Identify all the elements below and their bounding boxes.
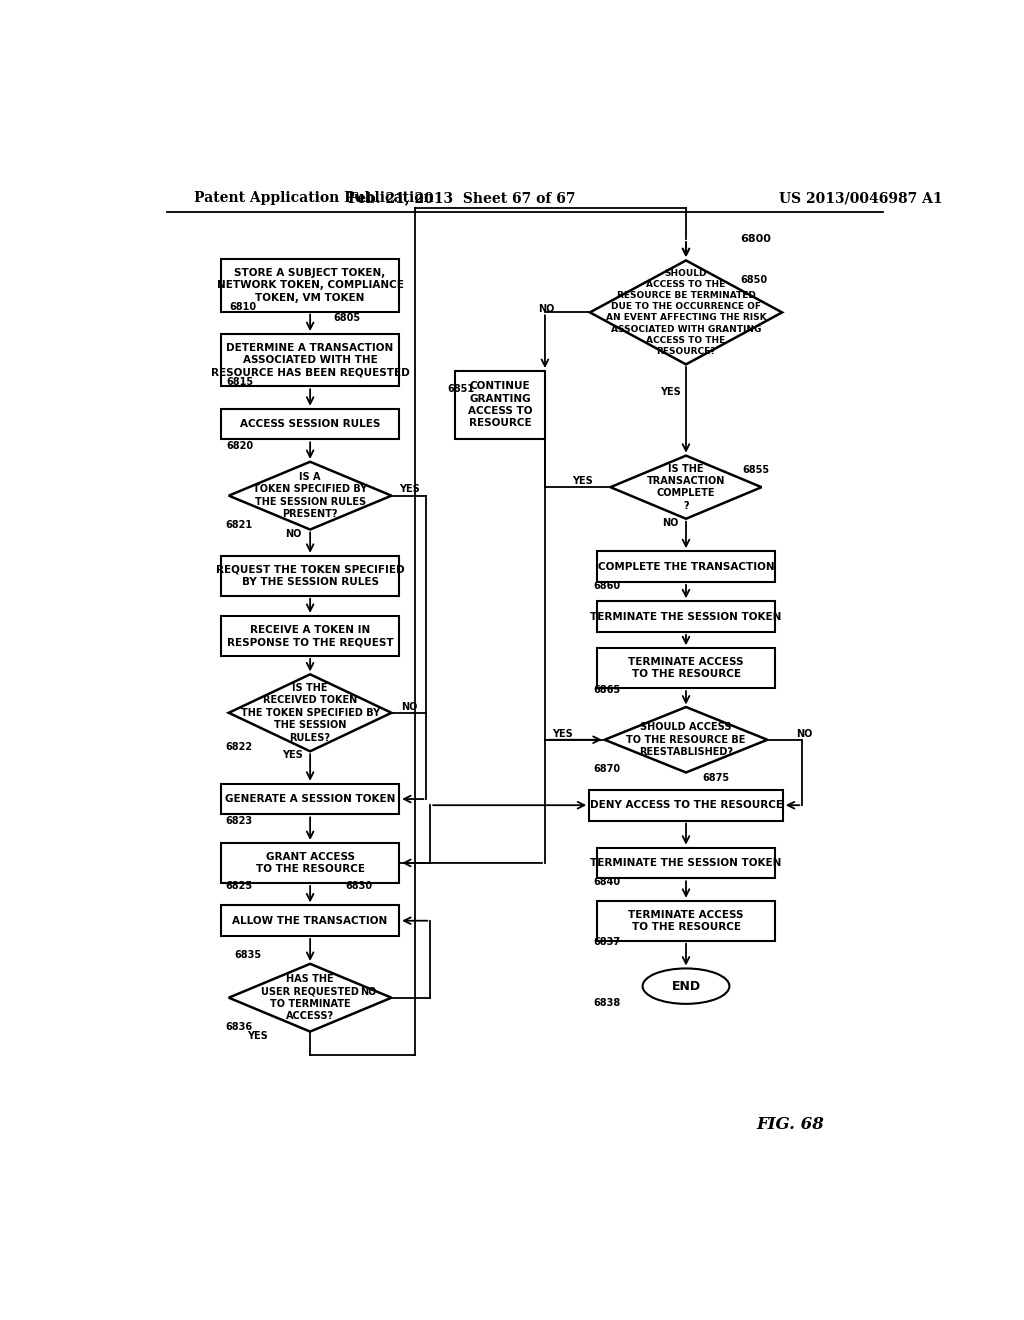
Polygon shape	[228, 964, 391, 1032]
Text: 6850: 6850	[740, 275, 768, 285]
Bar	[597, 601, 775, 632]
Text: YES: YES	[247, 1031, 268, 1041]
Text: TERMINATE ACCESS
TO THE RESOURCE: TERMINATE ACCESS TO THE RESOURCE	[629, 909, 743, 932]
Text: 6838: 6838	[593, 998, 621, 1008]
Text: 6865: 6865	[593, 685, 621, 694]
Text: Patent Application Publication: Patent Application Publication	[194, 191, 433, 206]
Text: DETERMINE A TRANSACTION
ASSOCIATED WITH THE
RESOURCE HAS BEEN REQUESTED: DETERMINE A TRANSACTION ASSOCIATED WITH …	[211, 343, 410, 378]
Text: NO: NO	[285, 529, 301, 539]
Text: YES: YES	[282, 750, 303, 760]
Text: 6837: 6837	[593, 937, 621, 948]
Text: REQUEST THE TOKEN SPECIFIED
BY THE SESSION RULES: REQUEST THE TOKEN SPECIFIED BY THE SESSI…	[216, 565, 404, 587]
Bar	[589, 789, 783, 821]
Bar	[221, 616, 399, 656]
Text: YES: YES	[399, 484, 420, 495]
Text: 6825: 6825	[225, 880, 252, 891]
Text: COMPLETE THE TRANSACTION: COMPLETE THE TRANSACTION	[598, 561, 774, 572]
Text: FIG. 68: FIG. 68	[757, 1117, 824, 1134]
Text: 6851: 6851	[447, 384, 475, 395]
Text: 6821: 6821	[225, 520, 252, 529]
Text: RECEIVE A TOKEN IN
RESPONSE TO THE REQUEST: RECEIVE A TOKEN IN RESPONSE TO THE REQUE…	[226, 624, 393, 647]
Ellipse shape	[643, 969, 729, 1003]
Text: 6800: 6800	[740, 234, 771, 244]
Text: YES: YES	[572, 477, 593, 486]
Text: 6835: 6835	[234, 949, 262, 960]
Text: 6870: 6870	[593, 764, 621, 774]
Text: YES: YES	[660, 388, 681, 397]
Text: 6875: 6875	[701, 774, 729, 783]
Text: NO: NO	[539, 304, 555, 314]
Bar	[597, 552, 775, 582]
Bar	[221, 409, 399, 440]
Text: 6823: 6823	[225, 816, 252, 825]
Bar	[221, 334, 399, 387]
Polygon shape	[228, 675, 391, 751]
Text: IS A
TOKEN SPECIFIED BY
THE SESSION RULES
PRESENT?: IS A TOKEN SPECIFIED BY THE SESSION RULE…	[253, 473, 368, 519]
Text: STORE A SUBJECT TOKEN,
NETWORK TOKEN, COMPLIANCE
TOKEN, VM TOKEN: STORE A SUBJECT TOKEN, NETWORK TOKEN, CO…	[217, 268, 403, 302]
Text: TERMINATE ACCESS
TO THE RESOURCE: TERMINATE ACCESS TO THE RESOURCE	[629, 657, 743, 680]
Text: 6860: 6860	[593, 581, 621, 591]
Polygon shape	[610, 455, 762, 519]
Text: NO: NO	[663, 519, 679, 528]
Bar	[221, 556, 399, 595]
Text: 6840: 6840	[593, 878, 621, 887]
Text: 6830: 6830	[345, 880, 373, 891]
Text: IS THE
RECEIVED TOKEN
THE TOKEN SPECIFIED BY
THE SESSION
RULES?: IS THE RECEIVED TOKEN THE TOKEN SPECIFIE…	[241, 682, 380, 743]
Text: DENY ACCESS TO THE RESOURCE: DENY ACCESS TO THE RESOURCE	[590, 800, 782, 810]
Bar	[221, 906, 399, 936]
Text: Feb. 21, 2013  Sheet 67 of 67: Feb. 21, 2013 Sheet 67 of 67	[347, 191, 575, 206]
Text: GENERATE A SESSION TOKEN: GENERATE A SESSION TOKEN	[225, 795, 395, 804]
Text: CONTINUE
GRANTING
ACCESS TO
RESOURCE: CONTINUE GRANTING ACCESS TO RESOURCE	[468, 381, 532, 429]
Polygon shape	[604, 708, 767, 772]
Text: TERMINATE THE SESSION TOKEN: TERMINATE THE SESSION TOKEN	[590, 858, 781, 869]
Bar	[597, 648, 775, 688]
Bar	[221, 843, 399, 883]
Polygon shape	[228, 462, 391, 529]
Text: NO: NO	[796, 729, 812, 739]
Text: NO: NO	[360, 986, 377, 997]
Text: 6855: 6855	[742, 465, 769, 475]
Text: IS THE
TRANSACTION
COMPLETE
?: IS THE TRANSACTION COMPLETE ?	[647, 463, 725, 511]
Polygon shape	[590, 260, 782, 364]
Text: YES: YES	[552, 729, 572, 739]
Bar	[221, 784, 399, 814]
Text: HAS THE
USER REQUESTED
TO TERMINATE
ACCESS?: HAS THE USER REQUESTED TO TERMINATE ACCE…	[261, 974, 359, 1022]
Bar	[597, 847, 775, 878]
Text: ALLOW THE TRANSACTION: ALLOW THE TRANSACTION	[232, 916, 388, 925]
Text: ACCESS SESSION RULES: ACCESS SESSION RULES	[240, 418, 380, 429]
Text: GRANT ACCESS
TO THE RESOURCE: GRANT ACCESS TO THE RESOURCE	[256, 851, 365, 874]
Text: SHOULD
ACCESS TO THE
RESOURCE BE TERMINATED
DUE TO THE OCCURRENCE OF
AN EVENT AF: SHOULD ACCESS TO THE RESOURCE BE TERMINA…	[605, 269, 766, 356]
Text: 6820: 6820	[226, 441, 254, 450]
Text: TERMINATE THE SESSION TOKEN: TERMINATE THE SESSION TOKEN	[590, 611, 781, 622]
Bar	[456, 371, 545, 438]
Text: 6822: 6822	[225, 742, 252, 752]
Text: NO: NO	[401, 702, 418, 711]
Text: 6810: 6810	[229, 302, 256, 312]
Text: END: END	[672, 979, 700, 993]
Text: 6815: 6815	[226, 376, 254, 387]
Text: 6836: 6836	[225, 1022, 252, 1032]
Text: SHOULD ACCESS
TO THE RESOURCE BE
REESTABLISHED?: SHOULD ACCESS TO THE RESOURCE BE REESTAB…	[627, 722, 745, 758]
Text: 6805: 6805	[334, 313, 360, 323]
Bar	[221, 259, 399, 312]
Bar	[597, 900, 775, 941]
Text: US 2013/0046987 A1: US 2013/0046987 A1	[779, 191, 943, 206]
